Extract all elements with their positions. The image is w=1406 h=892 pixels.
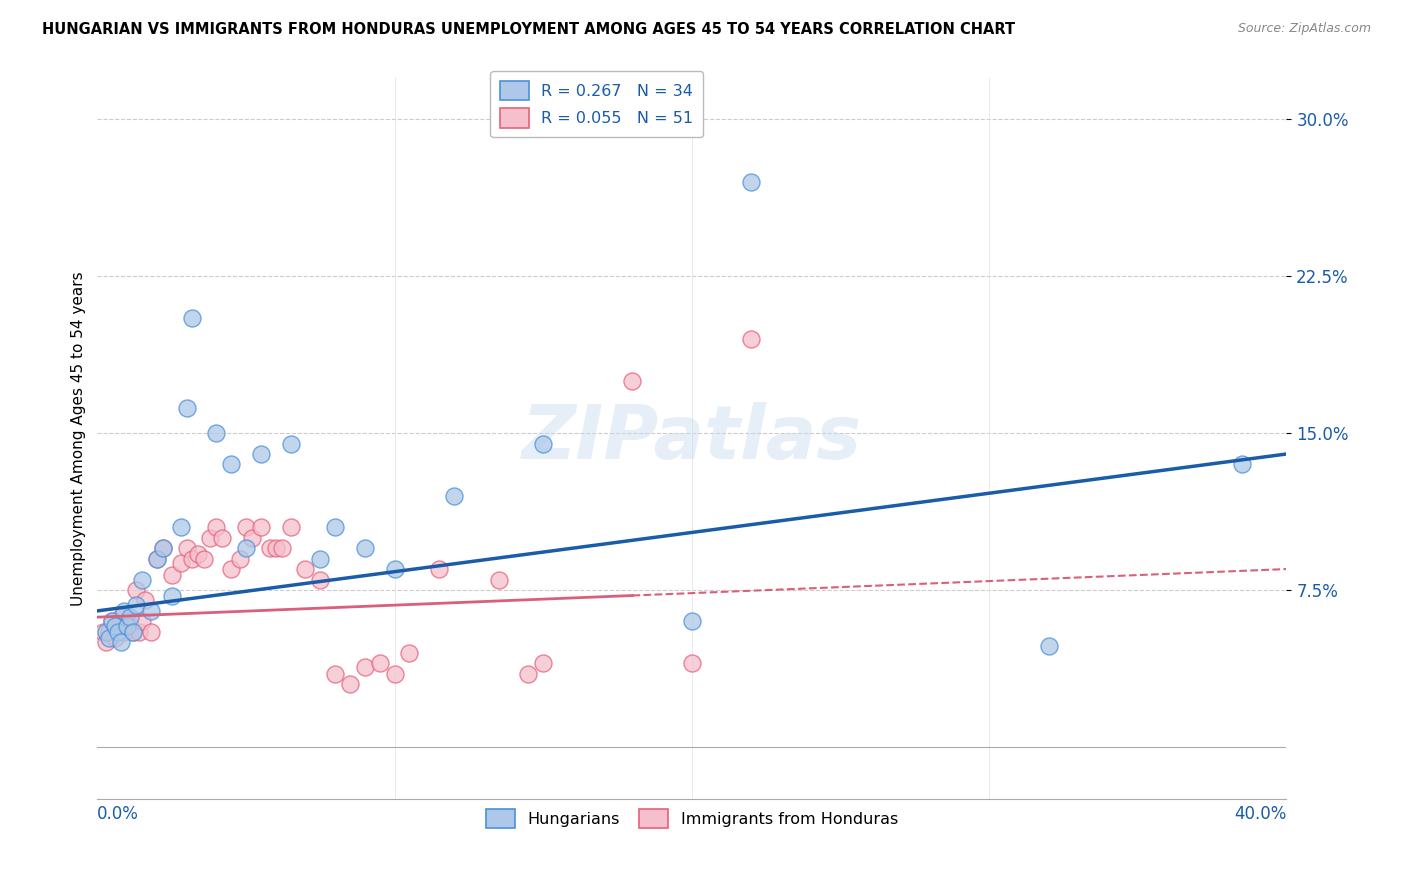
Point (384, 562, 406, 576)
Point (270, 541, 292, 556)
Point (219, 458, 242, 472)
Point (354, 541, 377, 556)
Point (122, 624, 145, 639)
Point (211, 531, 233, 545)
Point (309, 573, 332, 587)
Point (98, 631, 121, 645)
Point (96, 635, 118, 649)
Point (384, 666, 406, 681)
Point (621, 374, 644, 388)
Point (169, 556, 191, 570)
Text: 40.0%: 40.0% (1234, 805, 1286, 823)
Text: Source: ZipAtlas.com: Source: ZipAtlas.com (1237, 22, 1371, 36)
Point (176, 541, 198, 556)
Point (235, 520, 257, 534)
Point (280, 520, 302, 534)
Point (181, 311, 204, 326)
Point (160, 589, 183, 603)
Point (98, 624, 121, 639)
Point (104, 618, 127, 632)
Point (531, 436, 554, 450)
Point (205, 426, 228, 441)
Point (169, 520, 191, 534)
Point (107, 624, 129, 639)
Point (740, 332, 762, 346)
Point (200, 531, 222, 545)
Point (115, 618, 138, 632)
Point (250, 447, 273, 461)
Point (125, 582, 148, 597)
Point (280, 436, 302, 450)
Point (264, 541, 287, 556)
Point (681, 656, 703, 670)
Point (131, 615, 153, 629)
Point (219, 562, 242, 576)
Point (681, 615, 703, 629)
Point (368, 656, 391, 670)
Point (112, 624, 135, 639)
Text: 0.0%: 0.0% (97, 805, 139, 823)
Point (323, 666, 346, 681)
Point (101, 615, 124, 629)
Text: ZIPatlas: ZIPatlas (522, 401, 862, 475)
Point (427, 562, 450, 576)
Point (193, 551, 215, 566)
Point (250, 520, 273, 534)
Point (160, 568, 183, 582)
Point (104, 631, 127, 645)
Point (354, 660, 377, 674)
Point (259, 541, 281, 556)
Point (517, 666, 540, 681)
Point (112, 604, 135, 618)
Point (152, 541, 174, 556)
Point (488, 573, 510, 587)
Point (294, 562, 316, 576)
Point (146, 551, 169, 566)
Legend: Hungarians, Immigrants from Honduras: Hungarians, Immigrants from Honduras (479, 802, 904, 835)
Point (139, 624, 162, 639)
Point (134, 593, 156, 607)
Point (122, 624, 145, 639)
Point (740, 175, 762, 189)
Point (531, 656, 554, 670)
Point (139, 604, 162, 618)
Point (229, 551, 252, 566)
Point (152, 541, 174, 556)
Point (91, 624, 114, 639)
Point (181, 551, 204, 566)
Point (110, 635, 132, 649)
Point (309, 551, 332, 566)
Point (176, 401, 198, 415)
Point (118, 618, 141, 632)
Point (443, 489, 465, 503)
Point (101, 615, 124, 629)
Y-axis label: Unemployment Among Ages 45 to 54 years: Unemployment Among Ages 45 to 54 years (72, 271, 86, 606)
Point (131, 573, 153, 587)
Point (125, 598, 148, 612)
Point (187, 548, 209, 562)
Point (146, 551, 169, 566)
Point (115, 615, 138, 629)
Point (205, 520, 228, 534)
Point (398, 646, 420, 660)
Point (107, 618, 129, 632)
Point (96, 624, 118, 639)
Text: HUNGARIAN VS IMMIGRANTS FROM HONDURAS UNEMPLOYMENT AMONG AGES 45 TO 54 YEARS COR: HUNGARIAN VS IMMIGRANTS FROM HONDURAS UN… (42, 22, 1015, 37)
Point (128, 624, 150, 639)
Point (235, 541, 257, 556)
Point (110, 610, 132, 624)
Point (323, 520, 346, 534)
Point (1230, 458, 1253, 472)
Point (339, 677, 361, 691)
Point (1038, 640, 1060, 654)
Point (118, 610, 141, 624)
Point (240, 531, 263, 545)
